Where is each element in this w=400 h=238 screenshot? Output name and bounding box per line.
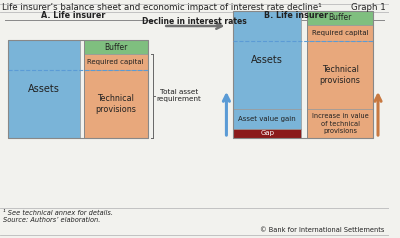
Text: Graph 1: Graph 1 bbox=[351, 3, 386, 11]
Text: Assets: Assets bbox=[28, 84, 60, 94]
Text: ¹ See technical annex for details.: ¹ See technical annex for details. bbox=[3, 210, 113, 216]
Bar bbox=[307, 11, 373, 25]
Bar bbox=[84, 70, 148, 138]
Text: Total asset
requirement: Total asset requirement bbox=[156, 89, 201, 103]
Bar bbox=[8, 40, 148, 138]
Text: Source: Authors’ elaboration.: Source: Authors’ elaboration. bbox=[3, 217, 100, 223]
Text: Increase in value
of technical
provisions: Increase in value of technical provision… bbox=[312, 114, 368, 134]
Text: B. Life insurer: B. Life insurer bbox=[264, 11, 328, 20]
Text: A. Life insurer: A. Life insurer bbox=[41, 11, 105, 20]
Text: Decline in interest rates: Decline in interest rates bbox=[142, 18, 247, 26]
Bar bbox=[233, 129, 301, 138]
Bar bbox=[8, 40, 80, 138]
Text: Buffer: Buffer bbox=[104, 43, 127, 51]
Text: Technical
provisions: Technical provisions bbox=[95, 94, 136, 114]
Text: Life insurer’s balance sheet and economic impact of interest rate decline¹: Life insurer’s balance sheet and economi… bbox=[2, 3, 322, 11]
Text: Buffer: Buffer bbox=[328, 14, 352, 23]
Text: Required capital: Required capital bbox=[312, 30, 368, 36]
Text: Assets: Assets bbox=[251, 55, 283, 65]
Text: Required capital: Required capital bbox=[87, 59, 144, 65]
Bar bbox=[233, 109, 301, 129]
Text: © Bank for International Settlements: © Bank for International Settlements bbox=[260, 227, 385, 233]
Bar bbox=[233, 11, 373, 138]
Bar bbox=[307, 25, 373, 41]
Text: Asset value gain: Asset value gain bbox=[238, 116, 296, 122]
Bar bbox=[84, 40, 148, 54]
Bar bbox=[307, 41, 373, 109]
Bar bbox=[307, 109, 373, 138]
Text: Gap: Gap bbox=[260, 130, 274, 137]
Bar bbox=[233, 11, 301, 109]
Bar bbox=[84, 54, 148, 70]
Text: Technical
provisions: Technical provisions bbox=[320, 65, 360, 85]
